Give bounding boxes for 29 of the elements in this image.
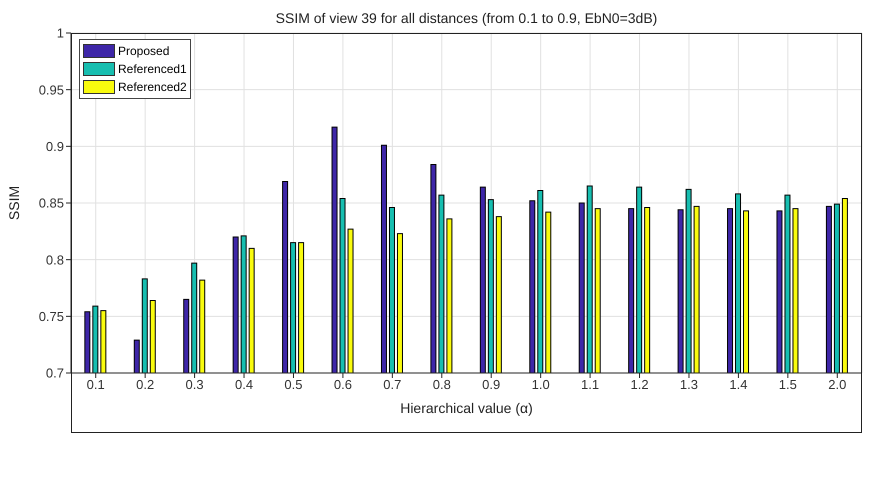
x-tick-label: 2.0: [828, 377, 846, 392]
x-tick-label: 1.1: [581, 377, 600, 392]
x-tick-label: 0.4: [234, 377, 254, 392]
x-tick-label: 0.2: [136, 377, 154, 392]
y-tick-label: 0.75: [38, 308, 64, 324]
x-tick-label: 0.6: [334, 377, 352, 392]
x-axis-title: Hierarchical value (α): [400, 400, 533, 416]
y-tick-label: 0.7: [46, 366, 64, 381]
x-tick-label: 1.3: [680, 377, 698, 392]
y-tick-label: 1: [56, 26, 64, 41]
y-tick-label: 0.9: [46, 138, 64, 154]
legend-label: Proposed: [118, 44, 170, 58]
y-axis-title: SSIM: [6, 186, 22, 220]
y-tick-label: 0.8: [46, 252, 64, 268]
legend-label: Referenced1: [118, 62, 187, 76]
x-tick-label: 1.2: [630, 377, 649, 392]
y-tick-label: 0.95: [38, 82, 64, 98]
x-tick-label: 0.3: [186, 377, 204, 392]
y-tick-label: 0.85: [38, 196, 64, 211]
x-tick-label: 1.0: [532, 377, 550, 392]
x-tick-label: 0.8: [432, 377, 451, 392]
x-tick-label: 0.1: [86, 377, 105, 392]
x-tick-label: 1.4: [729, 377, 748, 392]
x-tick-label: 0.7: [383, 377, 402, 392]
x-tick-label: 0.5: [284, 377, 303, 392]
legend-label: Referenced2: [118, 80, 187, 94]
x-tick-label: 0.9: [482, 377, 500, 392]
chart-title: SSIM of view 39 for all distances (from 0.1 to 0.9, EbN0=3dB): [274, 10, 658, 26]
x-tick-label: 1.5: [778, 377, 797, 392]
